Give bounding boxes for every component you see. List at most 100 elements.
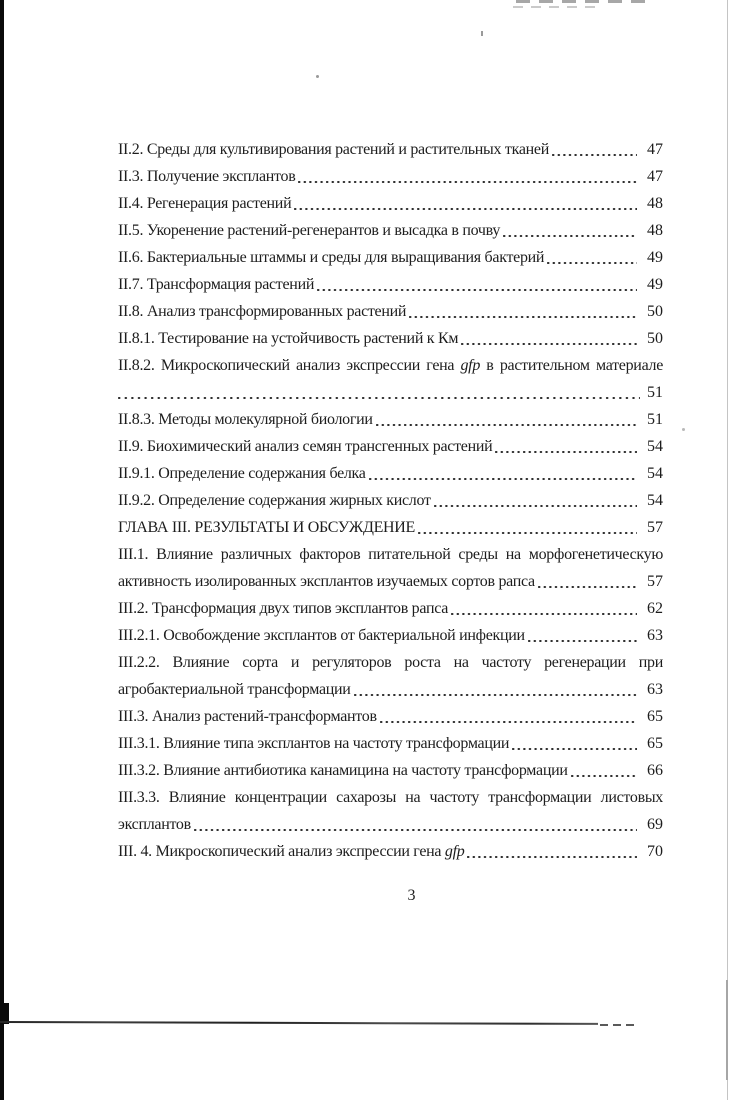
toc-entry-chapter: ГЛАВА III. РЕЗУЛЬТАТЫ И ОБСУЖДЕНИЕ 57: [118, 514, 663, 541]
toc-entry: III.2.1. Освобождение эксплантов от бакт…: [118, 622, 663, 649]
dot-leader: [495, 433, 637, 460]
dot-leader: [379, 703, 637, 730]
dot-leader: [375, 406, 637, 433]
toc-entry-wrap-first: II.8.2. Микроскопический анализ экспресс…: [118, 352, 663, 379]
toc-entry-page: 48: [647, 222, 663, 239]
scan-right-page-edge-dark: [726, 980, 728, 1080]
toc-entry-text: III.3.3. Влияние концентрации сахарозы н…: [118, 789, 663, 806]
dot-leader: [298, 163, 637, 190]
toc-entry: II.8.3. Методы молекулярной биологии 51: [118, 406, 663, 433]
dot-leader: [547, 244, 637, 271]
dot-leader: [409, 298, 637, 325]
dot-leader: [418, 514, 637, 541]
toc-entry-text: II.8. Анализ трансформированных растений: [118, 303, 407, 320]
page-number: 3: [407, 887, 416, 904]
toc-entry: II.9.1. Определение содержания белка 54: [118, 460, 663, 487]
toc-entry-text: III.3.1. Влияние типа эксплантов на част…: [118, 735, 510, 752]
dot-leader: [461, 325, 637, 352]
toc-entry-text: III.3. Анализ растений-трансформантов: [118, 708, 377, 725]
toc-entry-text: II.8.1. Тестирование на устойчивость рас…: [118, 330, 459, 347]
toc-entry-text: III. 4. Микроскопический анализ экспресс…: [118, 843, 445, 860]
toc-entry-page: 65: [647, 708, 663, 725]
toc-entry-text: агробактериальной трансформации: [118, 681, 351, 698]
scan-bottom-line-dashes: [600, 1024, 634, 1026]
toc-entry-text: II.7. Трансформация растений: [118, 276, 315, 293]
scan-speck: [682, 428, 685, 431]
toc-entry: II.7. Трансформация растений 49: [118, 271, 663, 298]
toc-entry-page: 63: [647, 681, 663, 698]
dot-leader: [551, 136, 637, 163]
toc-entry-page: 65: [647, 735, 663, 752]
toc-entry-text: II.9. Биохимический анализ семян трансге…: [118, 438, 493, 455]
scan-top-dashes: [516, 0, 648, 3]
page-footer: 3: [118, 882, 663, 909]
scan-speck: [481, 31, 483, 36]
toc-entry-text: активность изолированных эксплантов изуч…: [118, 573, 535, 590]
scan-left-edge-foot: [0, 1003, 9, 1024]
toc-entry: III. 4. Микроскопический анализ экспресс…: [118, 838, 663, 865]
toc-entry-page: 69: [647, 816, 663, 833]
toc-entry-text: II.8.3. Методы молекулярной биологии: [118, 411, 373, 428]
toc-entry: II.4. Регенерация растений 48: [118, 190, 663, 217]
toc-entry: III.3.1. Влияние типа эксплантов на част…: [118, 730, 663, 757]
dot-leader: [451, 595, 637, 622]
toc-entry: II.9.2. Определение содержания жирных ки…: [118, 487, 663, 514]
toc-entry-wrap-first: III.2.2. Влияние сорта и регуляторов рос…: [118, 649, 663, 676]
toc-entry-text: II.2. Среды для культивирования растений…: [118, 141, 549, 158]
toc-entry-page: 66: [647, 762, 663, 779]
toc-entry-text: в растительном материале: [480, 357, 663, 374]
dot-leader: [294, 190, 637, 217]
dot-leader: [353, 676, 637, 703]
toc-entry: II.8. Анализ трансформированных растений…: [118, 298, 663, 325]
toc-entry: III.2. Трансформация двух типов эксплант…: [118, 595, 663, 622]
scan-right-page-edge: [727, 0, 728, 1100]
toc-entry-wrap-last: 51: [118, 379, 663, 406]
toc-entry-text: III.2.1. Освобождение эксплантов от бакт…: [118, 627, 525, 644]
toc-entry-text: II.4. Регенерация растений: [118, 195, 292, 212]
toc-entry: II.3. Получение эксплантов 47: [118, 163, 663, 190]
toc-entry-text: II.3. Получение эксплантов: [118, 168, 296, 185]
dot-leader: [433, 487, 637, 514]
table-of-contents: II.2. Среды для культивирования растений…: [118, 136, 663, 865]
dot-leader: [368, 460, 637, 487]
toc-entry-page: 49: [647, 249, 663, 266]
toc-entry-wrap-last: агробактериальной трансформации 63: [118, 676, 663, 703]
toc-entry-text: II.6. Бактериальные штаммы и среды для в…: [118, 249, 545, 266]
toc-entry: II.9. Биохимический анализ семян трансге…: [118, 433, 663, 460]
toc-entry: II.8.1. Тестирование на устойчивость рас…: [118, 325, 663, 352]
toc-entry-page: 50: [647, 303, 663, 320]
toc-entry-text: III.2.2. Влияние сорта и регуляторов рос…: [118, 654, 663, 671]
toc-entry-page: 49: [647, 276, 663, 293]
toc-entry: II.6. Бактериальные штаммы и среды для в…: [118, 244, 663, 271]
scan-left-edge-bar: [0, 0, 4, 1100]
dot-leader: [317, 271, 637, 298]
scan-bottom-line: [0, 1021, 599, 1025]
scan-top-dashes-faint: [513, 6, 597, 8]
dot-leader: [118, 379, 640, 406]
dot-leader: [512, 730, 637, 757]
dot-leader: [503, 217, 637, 244]
dot-leader: [537, 568, 637, 595]
toc-entry-page: 57: [647, 519, 663, 536]
toc-entry-text: эксплантов: [118, 816, 191, 833]
dot-leader: [527, 622, 637, 649]
dot-leader: [570, 757, 637, 784]
toc-entry-page: 54: [647, 438, 663, 455]
toc-entry-page: 54: [647, 465, 663, 482]
toc-entry-text: ГЛАВА III. РЕЗУЛЬТАТЫ И ОБСУЖДЕНИЕ: [118, 519, 416, 536]
toc-entry-wrap-last: активность изолированных эксплантов изуч…: [118, 568, 663, 595]
toc-entry-text: II.8.2. Микроскопический анализ экспресс…: [118, 357, 461, 374]
toc-entry-text: II.9.1. Определение содержания белка: [118, 465, 366, 482]
toc-entry-page: 63: [647, 627, 663, 644]
toc-entry-page: 47: [647, 168, 663, 185]
toc-entry-page: 48: [647, 195, 663, 212]
toc-entry-page: 57: [647, 573, 663, 590]
toc-entry-gene-italic: gfp: [444, 843, 465, 860]
scan-speck: [316, 75, 319, 78]
toc-entry: III.3. Анализ растений-трансформантов 65: [118, 703, 663, 730]
dot-leader: [193, 811, 637, 838]
toc-entry-text: II.9.2. Определение содержания жирных ки…: [118, 492, 431, 509]
toc-entry: II.5. Укоренение растений-регенерантов и…: [118, 217, 663, 244]
toc-entry-gene-italic: gfp: [460, 357, 481, 374]
